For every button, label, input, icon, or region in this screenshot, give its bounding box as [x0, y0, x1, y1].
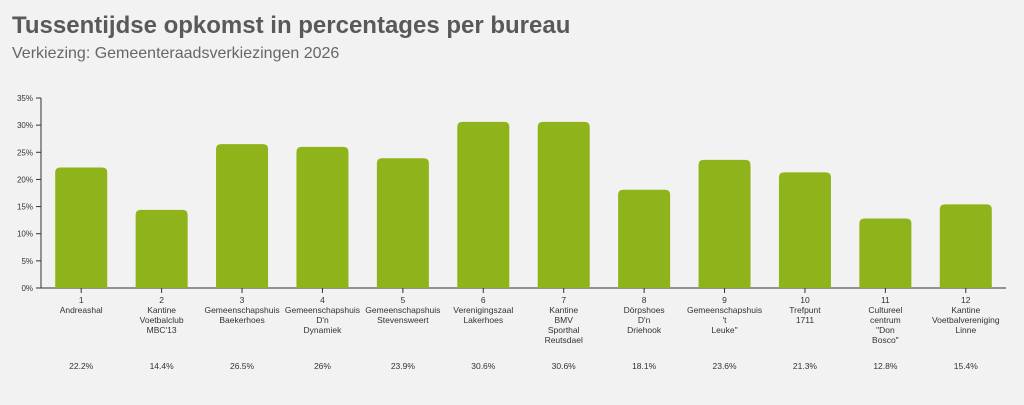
category-label-line: Lakerhoes — [463, 315, 503, 325]
bar — [618, 189, 671, 288]
bar — [135, 209, 188, 288]
category-label: 6 Verenigingszaal Lakerhoes — [453, 295, 513, 325]
value-label: 26% — [314, 361, 331, 371]
category-label-line: Bosco" — [872, 335, 899, 345]
y-tick-label: 5% — [21, 257, 33, 266]
category-label-line: Reutsdael — [545, 335, 583, 345]
category-label-line: "Don — [876, 325, 895, 335]
category-label-line: Gemeenschapshuis — [365, 305, 440, 315]
value-label: 22.2% — [69, 361, 94, 371]
category-label: 2 Kantine Voetbalclub MBC'13 — [140, 295, 184, 335]
category-label: 12 Kantine Voetbalvereniging Linne — [932, 295, 1000, 335]
value-label: 12.8% — [873, 361, 898, 371]
category-label-line: Baekerhoes — [219, 315, 264, 325]
category-label-line: Gemeenschapshuis — [285, 305, 360, 315]
category-label: 5 Gemeenschapshuis Stevensweert — [365, 295, 440, 325]
y-tick-label: 15% — [17, 203, 33, 212]
category-label-line: Kantine — [147, 305, 176, 315]
y-tick-label: 0% — [21, 284, 33, 293]
value-label: 15.4% — [954, 361, 979, 371]
y-tick-label: 10% — [17, 230, 33, 239]
category-label-line: 1711 — [796, 315, 815, 325]
category-label-line: Driehook — [627, 325, 662, 335]
category-label-line: Andreashal — [60, 305, 103, 315]
value-label: 21.3% — [793, 361, 818, 371]
y-tick-label: 20% — [17, 175, 33, 184]
category-label-line: Sporthal — [548, 325, 580, 335]
bar — [537, 121, 590, 288]
value-label: 30.6% — [471, 361, 496, 371]
category-label-line: 3 — [240, 295, 245, 305]
chart-subtitle: Verkiezing: Gemeenteraadsverkiezingen 20… — [12, 45, 340, 62]
category-label-line: Leuke" — [711, 325, 737, 335]
category-label-line: 2 — [159, 295, 164, 305]
category-label-line: Gemeenschapshuis — [204, 305, 279, 315]
category-label-line: Trefpunt — [789, 305, 821, 315]
chart-title: Tussentijdse opkomst in percentages per … — [12, 12, 571, 39]
bar — [859, 218, 912, 288]
category-label-line: 9 — [722, 295, 727, 305]
category-label-line: Linne — [955, 325, 976, 335]
category-label-line: Stevensweert — [377, 315, 429, 325]
category-label-line: 't — [723, 315, 728, 325]
y-tick-label: 30% — [17, 121, 33, 130]
category-label-line: 6 — [481, 295, 486, 305]
value-label: 30.6% — [552, 361, 577, 371]
category-label-line: Voetbalvereniging — [932, 315, 1000, 325]
value-label: 23.6% — [712, 361, 737, 371]
bar — [55, 167, 108, 288]
category-label: 7 Kantine BMV Sporthal Reutsdael — [545, 295, 583, 345]
category-label-line: Kantine — [951, 305, 980, 315]
category-label-line: 12 — [961, 295, 971, 305]
value-label: 23.9% — [391, 361, 416, 371]
category-label: 9 Gemeenschapshuis't Leuke" — [687, 295, 762, 335]
bar — [216, 144, 269, 288]
category-label-line: Dörpshoes — [624, 305, 665, 315]
category-label: 3 Gemeenschapshuis Baekerhoes — [204, 295, 279, 325]
bar — [296, 146, 349, 288]
category-label-line: D'n — [638, 315, 651, 325]
category-label-line: 5 — [401, 295, 406, 305]
category-label-line: MBC'13 — [147, 325, 177, 335]
category-label-line: Cultureel — [868, 305, 902, 315]
category-label-line: 4 — [320, 295, 325, 305]
bar — [457, 121, 510, 288]
category-label: 10 Trefpunt 1711 — [789, 295, 821, 325]
category-label-line: Voetbalclub — [140, 315, 184, 325]
category-label-line: D'n — [316, 315, 329, 325]
category-label-line: 7 — [561, 295, 566, 305]
y-tick-label: 35% — [17, 94, 33, 103]
category-label-line: 10 — [800, 295, 810, 305]
category-label-line: centrum — [870, 315, 901, 325]
value-label: 14.4% — [150, 361, 175, 371]
category-label-line: 8 — [642, 295, 647, 305]
category-label: 11 Cultureel centrum "Don Bosco" — [868, 295, 902, 345]
category-label-line: BMV — [554, 315, 573, 325]
bar — [698, 159, 751, 288]
category-label-line: Gemeenschapshuis — [687, 305, 762, 315]
bar — [939, 204, 992, 288]
value-label: 26.5% — [230, 361, 255, 371]
category-label-line: 11 — [881, 295, 890, 305]
value-label: 18.1% — [632, 361, 657, 371]
category-label-line: Kantine — [549, 305, 578, 315]
category-label-line: Verenigingszaal — [453, 305, 513, 315]
y-tick-label: 25% — [17, 148, 33, 157]
category-label: 4 Gemeenschapshuis D'n Dynamiek — [285, 295, 360, 335]
category-label: 1 Andreashal — [60, 295, 103, 315]
category-label: 8 Dörpshoes D'n Driehook — [624, 295, 665, 335]
category-label-line: Dynamiek — [304, 325, 343, 335]
bar — [376, 158, 429, 288]
category-label-line: 1 — [79, 295, 84, 305]
bar — [778, 172, 831, 288]
